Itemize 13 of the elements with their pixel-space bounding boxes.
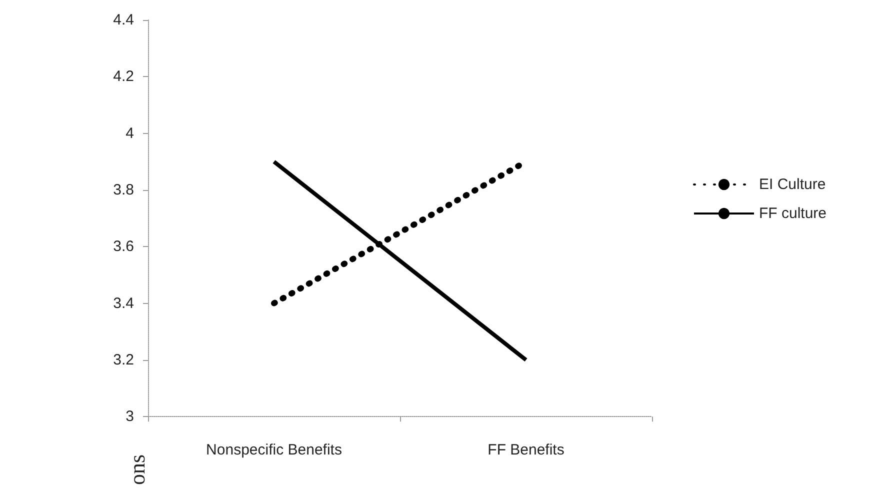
x-tick-label: Nonspecific Benefits (206, 442, 342, 459)
y-tick-label: 3.6 (113, 238, 134, 256)
y-tick-label: 4.4 (113, 12, 134, 28)
legend-label: FF culture (759, 205, 827, 222)
y-tick-label: 4 (126, 124, 134, 142)
y-tick-label: 3.2 (113, 351, 134, 368)
y-tick-label: 3.4 (113, 294, 134, 312)
y-tick-label: 3.8 (113, 181, 134, 198)
y-axis-title: ons (124, 454, 150, 485)
y-tick-label: 4.2 (113, 68, 134, 86)
legend-label: EI Culture (759, 176, 826, 193)
x-tick-label: FF Benefits (488, 442, 564, 459)
y-tick-label: 3 (126, 408, 134, 426)
